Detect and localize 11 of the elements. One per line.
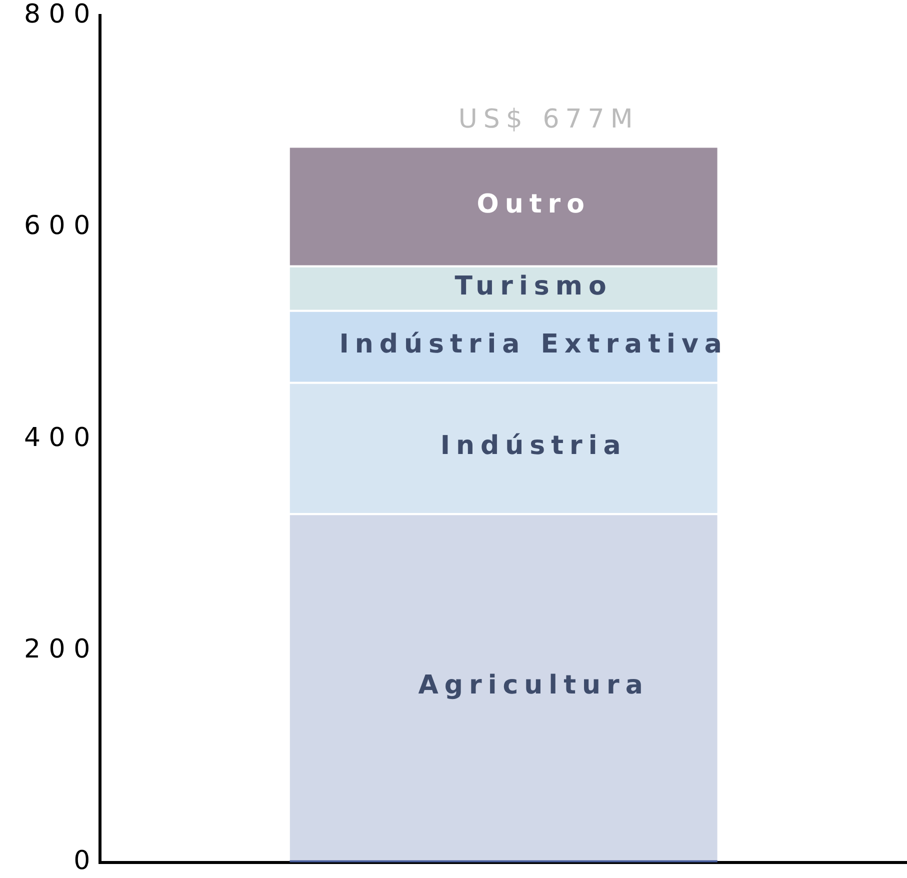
series-label: Outro [476,189,590,220]
y-tick-label: 6 0 0 [24,211,90,242]
series-label: Indústria Extrativa [339,330,728,360]
y-tick-label: 2 0 0 [24,634,90,664]
total-label: US$ 677M [458,104,639,135]
series-label: Agricultura [418,670,649,700]
series-label: Turismo [454,271,612,302]
y-tick-label: 0 [74,846,90,876]
series-label: Indústria [440,431,627,462]
y-tick-label: 8 0 0 [24,0,90,30]
y-tick-label: 4 0 0 [24,422,90,453]
